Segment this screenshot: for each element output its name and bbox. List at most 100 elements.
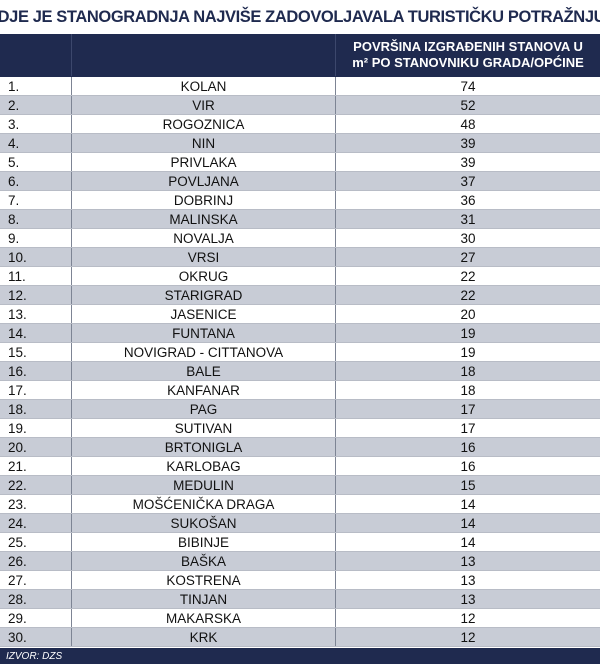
table-row: 29. MAKARSKA 12 bbox=[0, 609, 600, 628]
place-cell: POVLJANA bbox=[72, 172, 336, 190]
rank-cell: 13. bbox=[0, 305, 72, 323]
header-value: POVRŠINA IZGRAĐENIH STANOVA U m² PO STAN… bbox=[336, 34, 600, 76]
place-cell: VIR bbox=[72, 96, 336, 114]
rank-cell: 2. bbox=[0, 96, 72, 114]
value-cell: 18 bbox=[460, 363, 476, 379]
source-note: IZVOR: DZS bbox=[0, 648, 600, 664]
table-row: 7. DOBRINJ 36 bbox=[0, 191, 600, 210]
place-cell: FUNTANA bbox=[72, 324, 336, 342]
rank-cell: 17. bbox=[0, 381, 72, 399]
header-value-line2: m² PO STANOVNIKU GRADA/OPĆINE bbox=[352, 55, 584, 70]
value-cell: 48 bbox=[460, 116, 476, 132]
value-cell: 31 bbox=[460, 211, 476, 227]
table-row: 25. BIBINJE 14 bbox=[0, 533, 600, 552]
rank-cell: 10. bbox=[0, 248, 72, 266]
table-header: POVRŠINA IZGRAĐENIH STANOVA U m² PO STAN… bbox=[0, 34, 600, 77]
rank-cell: 22. bbox=[0, 476, 72, 494]
table-row: 15. NOVIGRAD - CITTANOVA 19 bbox=[0, 343, 600, 362]
rank-cell: 11. bbox=[0, 267, 72, 285]
table-row: 10. VRSI 27 bbox=[0, 248, 600, 267]
table-row: 5. PRIVLAKA 39 bbox=[0, 153, 600, 172]
place-cell: VRSI bbox=[72, 248, 336, 266]
rank-cell: 5. bbox=[0, 153, 72, 171]
table-row: 26. BAŠKA 13 bbox=[0, 552, 600, 571]
value-cell: 14 bbox=[460, 496, 476, 512]
place-cell: BAŠKA bbox=[72, 552, 336, 570]
rank-cell: 28. bbox=[0, 590, 72, 608]
value-cell: 19 bbox=[460, 344, 476, 360]
table-row: 20. BRTONIGLA 16 bbox=[0, 438, 600, 457]
place-cell: NIN bbox=[72, 134, 336, 152]
place-cell: ROGOZNICA bbox=[72, 115, 336, 133]
value-cell: 36 bbox=[460, 192, 476, 208]
place-cell: SUKOŠAN bbox=[72, 514, 336, 532]
rank-cell: 14. bbox=[0, 324, 72, 342]
rank-cell: 20. bbox=[0, 438, 72, 456]
rank-cell: 6. bbox=[0, 172, 72, 190]
value-cell: 13 bbox=[460, 553, 476, 569]
rank-cell: 12. bbox=[0, 286, 72, 304]
rank-cell: 16. bbox=[0, 362, 72, 380]
place-cell: KARLOBAG bbox=[72, 457, 336, 475]
value-cell: 74 bbox=[460, 78, 476, 94]
place-cell: STARIGRAD bbox=[72, 286, 336, 304]
rank-cell: 9. bbox=[0, 229, 72, 247]
rank-cell: 27. bbox=[0, 571, 72, 589]
table-row: 24. SUKOŠAN 14 bbox=[0, 514, 600, 533]
value-cell: 13 bbox=[460, 572, 476, 588]
table-row: 30. KRK 12 bbox=[0, 628, 600, 647]
table-row: 28. TINJAN 13 bbox=[0, 590, 600, 609]
table-row: 1. KOLAN 74 bbox=[0, 77, 600, 96]
rank-cell: 15. bbox=[0, 343, 72, 361]
table-row: 16. BALE 18 bbox=[0, 362, 600, 381]
header-place bbox=[72, 34, 336, 76]
rank-cell: 29. bbox=[0, 609, 72, 627]
rank-cell: 18. bbox=[0, 400, 72, 418]
place-cell: DOBRINJ bbox=[72, 191, 336, 209]
place-cell: MALINSKA bbox=[72, 210, 336, 228]
place-cell: MEDULIN bbox=[72, 476, 336, 494]
value-cell: 27 bbox=[460, 249, 476, 265]
place-cell: BRTONIGLA bbox=[72, 438, 336, 456]
place-cell: KOSTRENA bbox=[72, 571, 336, 589]
value-cell: 39 bbox=[460, 135, 476, 151]
value-cell: 39 bbox=[460, 154, 476, 170]
table-row: 4. NIN 39 bbox=[0, 134, 600, 153]
table-row: 23. MOŠĆENIČKA DRAGA 14 bbox=[0, 495, 600, 514]
chart-title: GDJE JE STANOGRADNJA NAJVIŠE ZADOVOLJAVA… bbox=[0, 0, 600, 34]
place-cell: PAG bbox=[72, 400, 336, 418]
table-row: 12. STARIGRAD 22 bbox=[0, 286, 600, 305]
rank-cell: 19. bbox=[0, 419, 72, 437]
table-row: 14. FUNTANA 19 bbox=[0, 324, 600, 343]
value-cell: 16 bbox=[460, 439, 476, 455]
place-cell: MAKARSKA bbox=[72, 609, 336, 627]
value-cell: 52 bbox=[460, 97, 476, 113]
place-cell: NOVIGRAD - CITTANOVA bbox=[72, 343, 336, 361]
rank-cell: 7. bbox=[0, 191, 72, 209]
value-cell: 37 bbox=[460, 173, 476, 189]
table-row: 13. JASENICE 20 bbox=[0, 305, 600, 324]
value-cell: 12 bbox=[460, 629, 476, 645]
table-row: 17. KANFANAR 18 bbox=[0, 381, 600, 400]
rank-cell: 1. bbox=[0, 77, 72, 95]
ranking-table: POVRŠINA IZGRAĐENIH STANOVA U m² PO STAN… bbox=[0, 34, 600, 647]
table-row: 18. PAG 17 bbox=[0, 400, 600, 419]
place-cell: TINJAN bbox=[72, 590, 336, 608]
table-row: 2. VIR 52 bbox=[0, 96, 600, 115]
table-row: 27. KOSTRENA 13 bbox=[0, 571, 600, 590]
table-row: 6. POVLJANA 37 bbox=[0, 172, 600, 191]
rank-cell: 3. bbox=[0, 115, 72, 133]
rank-cell: 23. bbox=[0, 495, 72, 513]
value-cell: 14 bbox=[460, 534, 476, 550]
place-cell: JASENICE bbox=[72, 305, 336, 323]
value-cell: 22 bbox=[460, 287, 476, 303]
header-rank bbox=[0, 34, 72, 76]
value-cell: 14 bbox=[460, 515, 476, 531]
value-cell: 20 bbox=[460, 306, 476, 322]
table-row: 8. MALINSKA 31 bbox=[0, 210, 600, 229]
table-row: 9. NOVALJA 30 bbox=[0, 229, 600, 248]
value-cell: 17 bbox=[460, 401, 476, 417]
rank-cell: 24. bbox=[0, 514, 72, 532]
value-cell: 15 bbox=[460, 477, 476, 493]
table-row: 21. KARLOBAG 16 bbox=[0, 457, 600, 476]
